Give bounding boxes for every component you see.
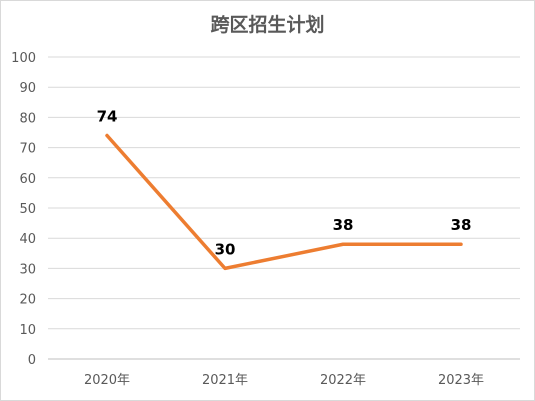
series-line [105,133,463,271]
chart-title: 跨区招生计划 [210,14,325,36]
data-label: 38 [333,216,354,234]
data-label: 74 [97,108,118,126]
data-label: 30 [215,240,236,258]
y-tick-label: 70 [19,142,36,157]
y-tick-label: 100 [11,51,36,66]
y-tick-label: 20 [19,293,36,308]
x-tick-label: 2023年 [438,373,484,388]
y-tick-label: 10 [19,323,36,338]
y-tick-label: 50 [19,202,36,217]
data-labels: 74 30 38 38 [97,108,472,259]
y-tick-label: 30 [19,262,36,277]
y-tick-label: 90 [19,81,36,96]
gridlines [48,56,520,360]
y-tick-label: 80 [19,111,36,126]
y-axis-ticks: 0 10 20 30 40 50 60 70 80 90 100 [11,51,36,368]
y-tick-label: 40 [19,232,36,247]
series-group [105,133,463,271]
x-tick-label: 2020年 [84,373,130,388]
x-tick-label: 2021年 [202,373,248,388]
data-label: 38 [451,216,472,234]
y-tick-label: 60 [19,172,36,187]
x-axis-ticks: 2020年 2021年 2022年 2023年 [84,373,484,388]
y-tick-label: 0 [28,353,36,368]
x-tick-label: 2022年 [320,373,366,388]
